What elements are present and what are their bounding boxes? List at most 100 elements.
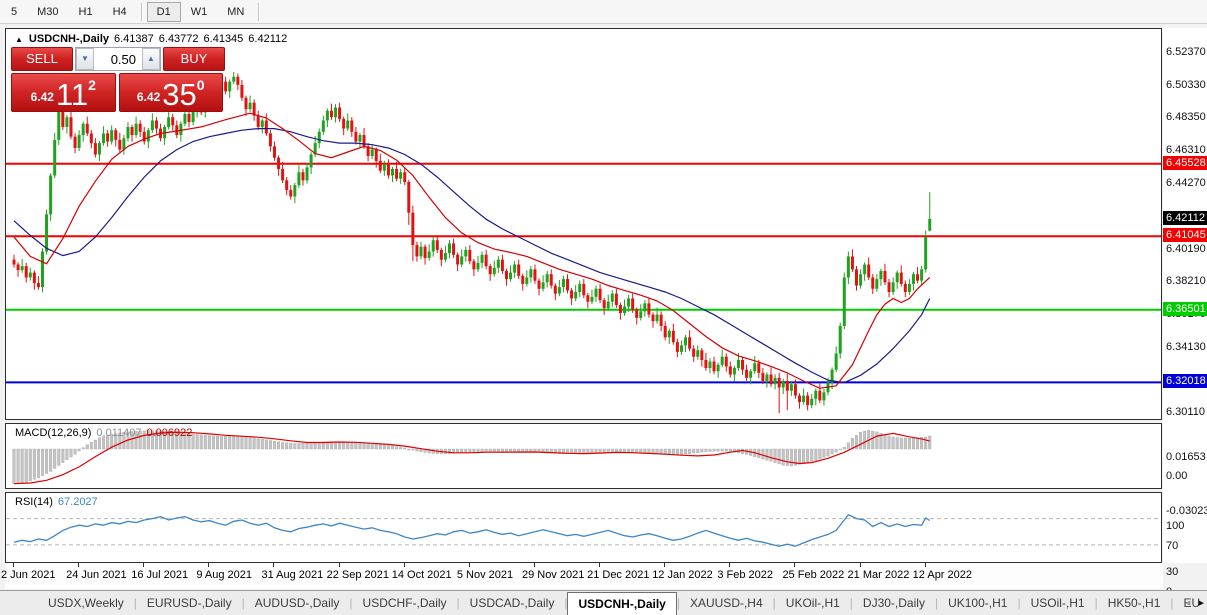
candle-body bbox=[289, 190, 293, 197]
candle-body bbox=[40, 251, 44, 288]
chart-tab-hk50[interactable]: HK50-,H1 bbox=[1107, 596, 1161, 610]
timeframe-button-h4[interactable]: H4 bbox=[112, 5, 127, 18]
macd-histogram-bar bbox=[325, 441, 329, 450]
macd-histogram-bar bbox=[476, 448, 480, 452]
chart-tab-usdcnh[interactable]: USDCNH-,Daily bbox=[567, 592, 677, 615]
candle-body bbox=[891, 282, 895, 292]
macd-histogram-bar bbox=[228, 436, 232, 450]
chart-tab-ukoil[interactable]: UKOil-,H1 bbox=[785, 596, 840, 610]
macd-label: MACD(12,26,9) 0.011407 0.006922 bbox=[15, 427, 192, 439]
macd-histogram-bar bbox=[240, 436, 244, 450]
candle-body bbox=[911, 274, 915, 284]
candle-body bbox=[814, 390, 818, 399]
candle-body bbox=[871, 277, 875, 289]
date-tick-mark bbox=[794, 563, 796, 567]
candle-body bbox=[28, 272, 32, 278]
candle-body bbox=[667, 330, 671, 338]
candle-body bbox=[492, 267, 496, 275]
timeframe-button-w1[interactable]: W1 bbox=[190, 5, 208, 18]
volume-increase-icon[interactable]: ▲ bbox=[142, 48, 160, 70]
candle-body bbox=[537, 280, 541, 289]
macd-histogram-bar bbox=[97, 437, 101, 450]
sell-price-button[interactable]: 6.42 11 2 bbox=[11, 73, 116, 112]
candle-body bbox=[61, 110, 65, 127]
candle-body bbox=[521, 275, 525, 284]
candle-body bbox=[260, 120, 264, 127]
chart-tab-usdchf[interactable]: USDCHF-,Daily bbox=[362, 596, 447, 610]
macd-histogram-bar bbox=[346, 442, 350, 450]
volume-decrease-icon[interactable]: ▼ bbox=[76, 48, 94, 70]
rsi-indicator-panel[interactable]: RSI(14) 67.2027 bbox=[5, 492, 1162, 563]
macd-histogram-bar bbox=[264, 439, 268, 450]
macd-histogram-bar bbox=[382, 444, 386, 450]
candle-body bbox=[513, 264, 517, 273]
rsi-chart-svg[interactable] bbox=[6, 493, 1161, 562]
buy-price-button[interactable]: 6.42 35 0 bbox=[118, 73, 223, 112]
macd-histogram-bar bbox=[65, 448, 69, 460]
macd-histogram-bar bbox=[679, 448, 683, 455]
chart-tab-usoil[interactable]: USOil-,H1 bbox=[1030, 596, 1085, 610]
candle-body bbox=[899, 272, 903, 284]
chart-tab-eu[interactable]: EU bbox=[1183, 596, 1201, 610]
macd-histogram-bar bbox=[16, 448, 20, 484]
macd-histogram-bar bbox=[317, 441, 321, 450]
chart-tab-uk100[interactable]: UK100-,H1 bbox=[948, 596, 1008, 610]
volume-input[interactable] bbox=[94, 48, 142, 70]
ohlc-high: 6.43772 bbox=[158, 33, 199, 45]
candle-body bbox=[386, 164, 390, 176]
macd-histogram-bar bbox=[146, 430, 150, 450]
tab-scroll-left-icon[interactable]: ◂ bbox=[1184, 597, 1191, 609]
rsi-value: 67.2027 bbox=[57, 496, 98, 508]
timeframe-button-5[interactable]: 5 bbox=[11, 5, 18, 18]
macd-histogram-bar bbox=[411, 448, 415, 451]
macd-histogram-bar bbox=[586, 448, 590, 454]
collapse-arrow-icon[interactable]: ▲ bbox=[15, 34, 23, 44]
timeframe-button-h1[interactable]: H1 bbox=[78, 5, 93, 18]
macd-histogram-bar bbox=[277, 441, 281, 450]
candle-body bbox=[130, 126, 134, 136]
macd-histogram-bar bbox=[215, 435, 219, 450]
macd-histogram-bar bbox=[464, 448, 468, 453]
candle-body bbox=[81, 123, 85, 136]
chart-tab-xauusd[interactable]: XAUUSD-,H4 bbox=[689, 596, 763, 610]
date-tick-label: 12 Apr 2022 bbox=[912, 569, 973, 581]
candle-body bbox=[297, 172, 301, 186]
date-tick-label: 31 Aug 2021 bbox=[261, 569, 324, 581]
chart-tab-dj30[interactable]: DJ30-,Daily bbox=[862, 596, 925, 610]
candle-body bbox=[916, 274, 920, 281]
candle-body bbox=[171, 117, 175, 126]
rsi-line bbox=[13, 513, 931, 547]
macd-indicator-panel[interactable]: MACD(12,26,9) 0.011407 0.006922 bbox=[5, 423, 1162, 489]
tab-scroll-right-icon[interactable]: ▸ bbox=[1198, 597, 1204, 609]
timeframe-button-mn[interactable]: MN bbox=[227, 5, 245, 18]
macd-histogram-bar bbox=[309, 442, 313, 450]
macd-histogram-bar bbox=[378, 444, 382, 450]
macd-histogram-bar bbox=[358, 442, 362, 450]
macd-chart-svg[interactable] bbox=[6, 424, 1161, 488]
candle-body bbox=[590, 296, 594, 302]
candle-body bbox=[118, 139, 122, 150]
timeframe-button-d1[interactable]: D1 bbox=[146, 1, 181, 22]
buy-button[interactable]: BUY bbox=[163, 47, 225, 71]
sell-button[interactable]: SELL bbox=[11, 47, 73, 71]
candle-body bbox=[89, 133, 93, 144]
date-tick-label: 22 Sep 2021 bbox=[326, 569, 389, 581]
timeframe-button-m30[interactable]: M30 bbox=[37, 5, 59, 18]
chart-tab-usdcad[interactable]: USDCAD-,Daily bbox=[469, 596, 555, 610]
macd-histogram-bar bbox=[403, 447, 407, 450]
tab-separator: | bbox=[1094, 596, 1098, 610]
date-tick-mark bbox=[533, 563, 535, 567]
macd-signal-value: 0.006922 bbox=[146, 427, 193, 439]
macd-histogram-bar bbox=[875, 431, 879, 450]
tab-separator: | bbox=[934, 596, 939, 610]
candle-body bbox=[769, 374, 773, 385]
candle-body bbox=[179, 123, 183, 136]
candle-body bbox=[765, 374, 769, 381]
chart-tab-usdx[interactable]: USDX,Weekly bbox=[48, 596, 124, 610]
macd-histogram-bar bbox=[256, 438, 260, 450]
chart-tab-audusd[interactable]: AUDUSD-,Daily bbox=[254, 596, 340, 610]
candle-body bbox=[256, 115, 260, 127]
price-chart-svg[interactable] bbox=[6, 29, 1161, 419]
candle-body bbox=[395, 169, 399, 179]
chart-tab-eurusd[interactable]: EURUSD-,Daily bbox=[146, 596, 232, 610]
